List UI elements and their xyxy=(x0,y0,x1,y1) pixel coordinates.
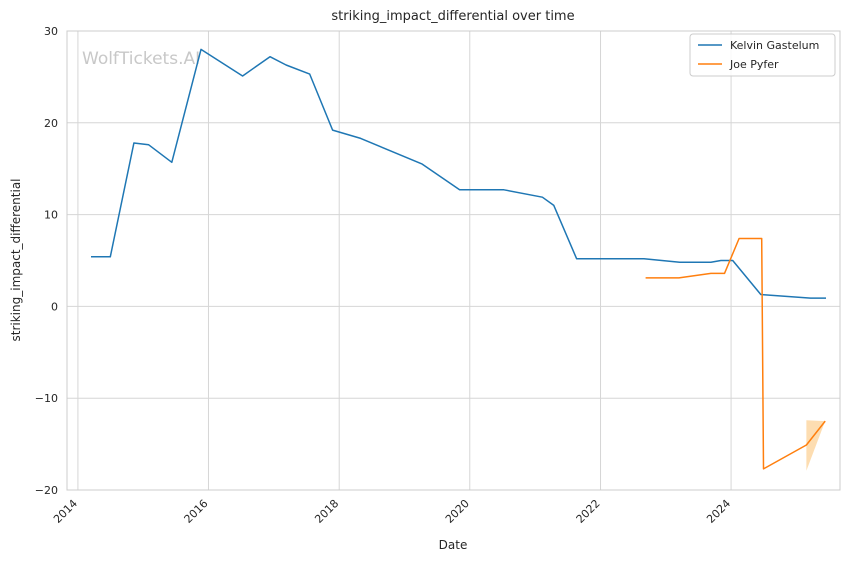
x-tick-label: 2024 xyxy=(704,497,733,526)
y-tick-label: −20 xyxy=(35,484,58,497)
x-tick-label: 2020 xyxy=(443,497,472,526)
y-tick-labels: 30 20 10 0 −10 −20 xyxy=(35,25,58,497)
x-tick-labels: 2014 2016 2018 2020 2022 2024 xyxy=(51,497,733,526)
y-tick-label: 0 xyxy=(51,300,58,313)
y-tick-label: 20 xyxy=(44,117,58,130)
legend-label-kelvin-gastelum: Kelvin Gastelum xyxy=(730,39,819,52)
x-tick-label: 2016 xyxy=(182,497,211,526)
x-tick-label: 2022 xyxy=(574,497,603,526)
series-lines xyxy=(91,48,826,470)
legend: Kelvin Gastelum Joe Pyfer xyxy=(689,33,836,77)
confidence-bands xyxy=(806,420,826,471)
series-line-kelvin-gastelum xyxy=(91,48,826,299)
confidence-band xyxy=(806,420,826,471)
x-axis-label: Date xyxy=(439,538,468,552)
legend-label-joe-pyfer: Joe Pyfer xyxy=(729,58,779,71)
y-tick-label: 10 xyxy=(44,209,58,222)
chart-title: striking_impact_differential over time xyxy=(331,9,574,24)
x-tick-label: 2018 xyxy=(312,497,341,526)
y-tick-label: −10 xyxy=(35,392,58,405)
watermark: WolfTickets.AI xyxy=(82,49,200,69)
y-axis-label: striking_impact_differential xyxy=(9,178,23,341)
series-line-joe-pyfer xyxy=(645,237,826,470)
legend-box xyxy=(689,33,836,77)
y-tick-label: 30 xyxy=(44,25,58,38)
x-tick-label: 2014 xyxy=(51,497,80,526)
plot-frame xyxy=(66,30,841,491)
